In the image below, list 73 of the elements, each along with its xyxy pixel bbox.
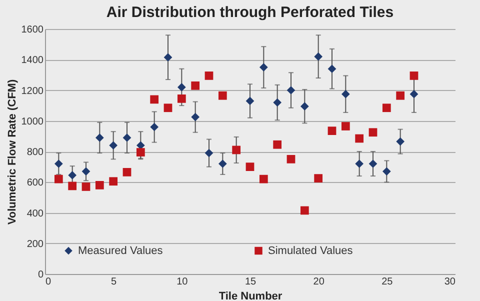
point xyxy=(109,141,118,150)
point xyxy=(300,102,309,111)
point xyxy=(122,134,132,142)
x-tick-label: 5 xyxy=(111,276,118,288)
x-tick-label: 25 xyxy=(382,276,394,288)
point xyxy=(314,52,323,61)
point xyxy=(191,112,200,122)
point xyxy=(286,86,296,94)
point xyxy=(150,95,159,104)
point xyxy=(177,94,186,103)
point xyxy=(328,64,336,73)
point xyxy=(286,154,296,164)
point xyxy=(218,160,227,168)
point xyxy=(341,122,350,130)
point xyxy=(164,104,172,112)
y-tick-label: 0 xyxy=(38,270,44,280)
point xyxy=(95,134,104,142)
point xyxy=(246,162,254,171)
point xyxy=(410,90,418,98)
point xyxy=(368,160,378,168)
point xyxy=(273,98,282,107)
point xyxy=(396,137,405,146)
point xyxy=(273,140,282,149)
x-tick-label: 15 xyxy=(244,276,256,288)
point xyxy=(328,126,336,136)
point xyxy=(355,160,364,168)
point xyxy=(54,160,63,168)
point xyxy=(218,91,227,100)
point xyxy=(232,146,241,154)
point xyxy=(68,182,77,190)
y-tick-label: 1600 xyxy=(21,24,44,36)
legend-label: Measured Values xyxy=(78,244,164,257)
legend-label: Simulated Values xyxy=(268,244,354,257)
point xyxy=(382,104,391,112)
point xyxy=(82,182,90,191)
point xyxy=(341,90,350,98)
x-tick-label: 20 xyxy=(313,276,325,288)
chart-title: Air Distribution through Perforated Tiles xyxy=(106,4,394,21)
point xyxy=(109,177,118,186)
x-tick-label: 0 xyxy=(46,276,52,288)
point xyxy=(355,134,364,143)
point xyxy=(177,83,186,92)
y-tick-label: 800 xyxy=(26,147,44,158)
point xyxy=(164,53,172,62)
point xyxy=(204,72,214,80)
y-tick-label: 600 xyxy=(26,178,44,189)
point xyxy=(95,181,104,190)
point xyxy=(410,72,418,80)
point xyxy=(82,167,90,176)
point xyxy=(54,174,63,184)
point xyxy=(68,171,77,180)
point xyxy=(204,148,214,158)
y-tick-label: 400 xyxy=(26,208,44,220)
point xyxy=(314,174,323,182)
point xyxy=(122,168,132,176)
point xyxy=(150,122,159,132)
y-tick-label: 200 xyxy=(26,238,44,250)
x-tick-label: 30 xyxy=(444,276,456,288)
y-tick-label: 1400 xyxy=(21,55,44,66)
x-axis-title: Tile Number xyxy=(218,290,283,301)
point xyxy=(396,91,405,100)
y-tick-label: 1200 xyxy=(21,86,44,97)
point xyxy=(300,206,309,215)
point xyxy=(382,167,391,176)
x-tick-label: 10 xyxy=(176,276,188,288)
y-axis-title: Volumetric Flow Rate (CFM) xyxy=(6,79,18,225)
point xyxy=(259,63,268,72)
point xyxy=(246,96,254,106)
point xyxy=(259,174,268,184)
y-tick-label: 1000 xyxy=(21,116,44,128)
point xyxy=(368,128,378,137)
point xyxy=(191,81,200,90)
point xyxy=(136,148,145,156)
